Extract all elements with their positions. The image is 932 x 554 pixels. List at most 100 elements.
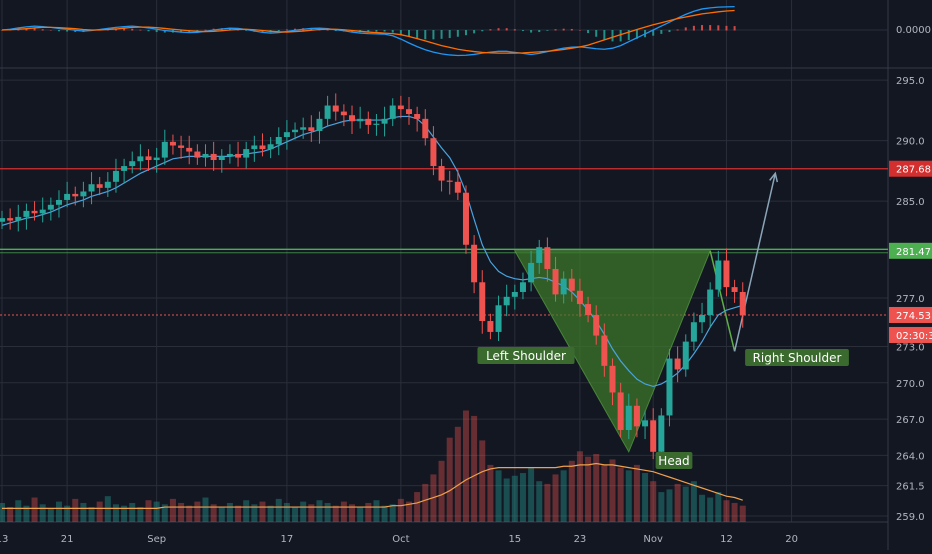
candle-body: [625, 405, 632, 430]
time-axis-label: 23: [574, 534, 587, 545]
projection-arrow: [733, 173, 777, 352]
volume-bar: [446, 437, 453, 522]
candle-body: [479, 282, 486, 322]
candle-body: [560, 278, 567, 295]
candle-body: [406, 109, 412, 115]
price-axis-label: 295.0: [896, 76, 925, 87]
candle-body: [739, 291, 746, 315]
volume-bar: [528, 467, 535, 522]
candle-body: [39, 209, 46, 214]
volume-bar: [642, 473, 649, 522]
volume-bar: [340, 501, 347, 522]
volume-bar: [308, 504, 315, 522]
price-axis-label: 285.0: [896, 197, 925, 208]
volume-bar: [739, 505, 746, 522]
time-axis-label: Sep: [147, 534, 166, 545]
candle-body: [267, 144, 274, 150]
volume-bar: [169, 498, 176, 522]
candle-body: [357, 118, 364, 122]
volume-bar: [479, 440, 486, 522]
candle-body: [332, 105, 339, 112]
volume-bar: [625, 470, 632, 522]
volume-bar: [365, 502, 372, 522]
candle-body: [487, 321, 494, 332]
candle-body: [23, 210, 30, 217]
volume-bar: [64, 505, 71, 522]
volume-bar: [560, 470, 567, 522]
candle-body: [112, 170, 119, 182]
candle-body: [373, 123, 380, 125]
candle-body: [259, 145, 266, 150]
left-shoulder-label: Left Shoulder: [486, 349, 566, 363]
candle-body: [121, 166, 128, 171]
volume-bar: [72, 498, 79, 522]
candle-body: [72, 193, 79, 197]
candle-body: [96, 184, 103, 188]
candle-body: [397, 105, 404, 110]
time-axis-label: 15: [508, 534, 521, 545]
macd-zero-label: 0.0000: [896, 25, 931, 36]
volume-bar: [462, 410, 469, 522]
candle-body: [430, 138, 437, 167]
candle-body: [104, 181, 111, 188]
candle-body: [422, 118, 429, 139]
volume-bar: [292, 507, 299, 522]
volume-bar: [585, 456, 592, 522]
candle-body: [194, 151, 201, 158]
candle-body: [15, 216, 22, 221]
candle-body: [324, 105, 331, 119]
volume-bar: [487, 464, 494, 522]
candle-body: [462, 192, 469, 245]
candle-body: [202, 153, 209, 158]
volume-bar: [633, 464, 640, 522]
candle-body: [161, 141, 168, 158]
candle-body: [633, 405, 640, 427]
candle-body: [31, 210, 38, 214]
volume-bar: [226, 502, 233, 522]
candle-body: [0, 218, 5, 222]
volume-bar: [609, 459, 616, 522]
candle-body: [178, 145, 185, 148]
candle-body: [658, 415, 665, 452]
last-price-label-bg: [889, 306, 932, 323]
candle-body: [519, 282, 526, 292]
candle-body: [536, 247, 543, 263]
volume-bar: [422, 483, 429, 522]
volume-ma-line: [2, 462, 743, 509]
candle-body: [576, 290, 583, 305]
volume-bar: [267, 505, 274, 522]
volume-bar: [324, 502, 331, 522]
candle-body: [7, 218, 14, 221]
candle-body: [145, 156, 152, 161]
volume-bar: [161, 504, 168, 522]
volume-bar: [552, 474, 559, 522]
macd-signal-line: [1, 9, 735, 54]
volume-bar: [283, 502, 290, 522]
countdown-label-bg: [889, 326, 932, 343]
price-axis-label: 259.0: [896, 512, 925, 523]
projection-arrowhead: [769, 171, 779, 183]
candle-body: [650, 420, 657, 452]
volume-bar: [235, 505, 242, 522]
volume-bar: [357, 507, 364, 522]
candle-body: [495, 305, 502, 332]
volume-bar: [15, 500, 22, 522]
volume-bar: [243, 500, 250, 522]
price-axis-label: 270.0: [896, 379, 925, 390]
volume-bar: [55, 501, 62, 522]
volume-bar: [129, 502, 136, 522]
candle-body: [292, 129, 299, 133]
candle-body: [389, 105, 396, 119]
volume-bar: [658, 492, 665, 522]
volume-bar: [601, 464, 608, 522]
candle-body: [682, 341, 689, 370]
candle-body: [365, 118, 372, 125]
volume-bar: [495, 470, 502, 522]
volume-bar: [511, 475, 518, 522]
candle-body: [381, 118, 388, 124]
neckline-price-label-bg: [889, 242, 932, 259]
volume-bar: [145, 500, 152, 522]
candle-body: [64, 193, 71, 200]
